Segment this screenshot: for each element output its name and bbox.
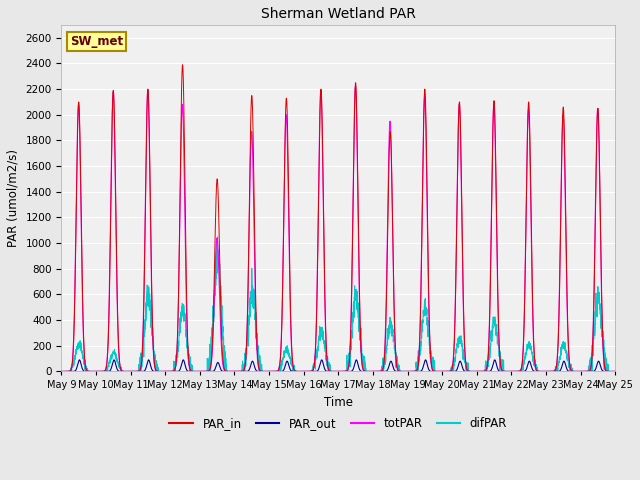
Title: Sherman Wetland PAR: Sherman Wetland PAR bbox=[261, 7, 416, 21]
Legend: PAR_in, PAR_out, totPAR, difPAR: PAR_in, PAR_out, totPAR, difPAR bbox=[164, 412, 512, 435]
Text: SW_met: SW_met bbox=[70, 36, 123, 48]
Y-axis label: PAR (umol/m2/s): PAR (umol/m2/s) bbox=[7, 149, 20, 247]
X-axis label: Time: Time bbox=[324, 396, 353, 409]
